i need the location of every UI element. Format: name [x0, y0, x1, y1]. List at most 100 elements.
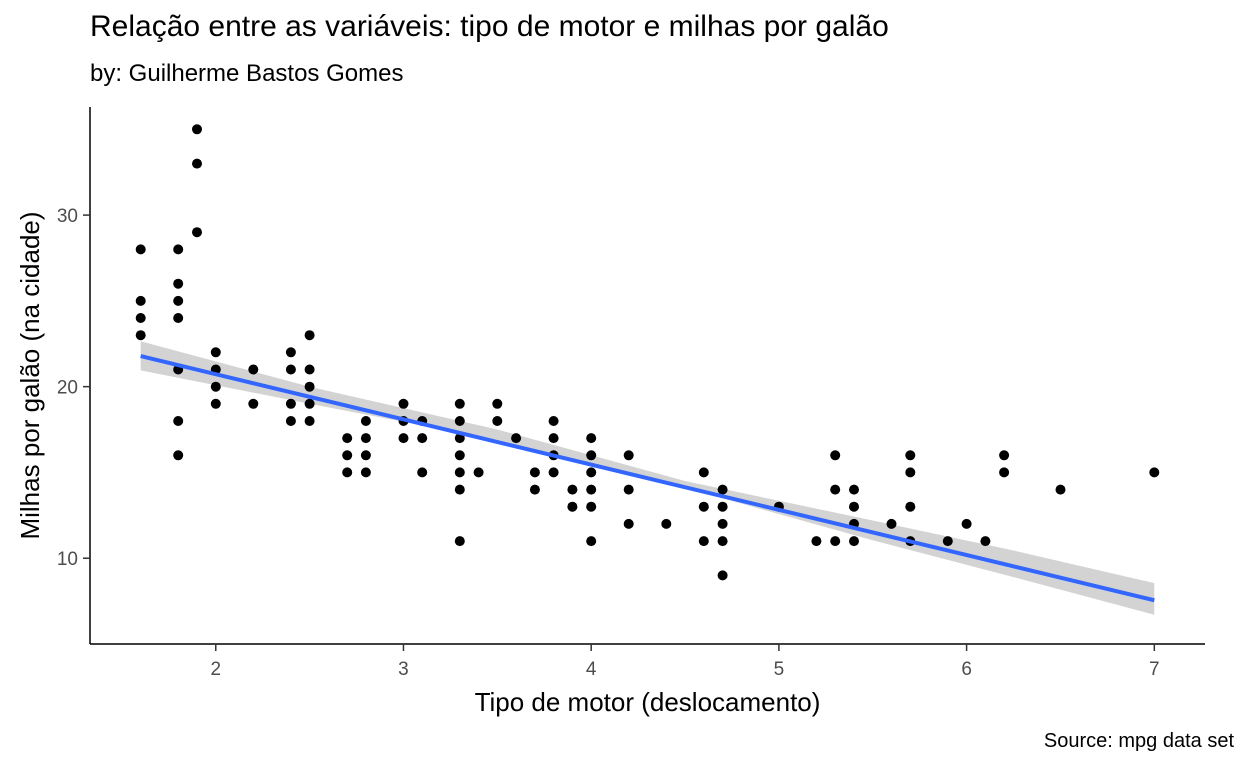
data-point [492, 416, 503, 426]
x-tick-label: 2 [210, 659, 221, 680]
data-point [717, 536, 728, 547]
data-point [454, 467, 465, 478]
data-point [285, 347, 296, 358]
data-point [849, 484, 859, 495]
data-point [398, 398, 409, 409]
data-point [548, 467, 559, 478]
data-point [511, 433, 522, 444]
chart-subtitle: by: Guilherme Bastos Gomes [90, 60, 404, 87]
data-point [135, 244, 146, 255]
data-point [548, 433, 559, 444]
data-point [1055, 484, 1066, 495]
data-point [623, 518, 634, 529]
data-point [473, 467, 484, 478]
data-point [567, 501, 578, 512]
data-point [173, 313, 184, 323]
data-point [586, 450, 597, 461]
data-point [717, 570, 728, 581]
data-point [454, 450, 465, 461]
data-point [529, 484, 540, 495]
data-point [1149, 467, 1160, 478]
data-point [248, 364, 259, 375]
data-point [586, 484, 597, 495]
data-point [698, 501, 709, 512]
data-point [192, 158, 202, 169]
data-point [586, 433, 597, 444]
data-point [342, 450, 353, 461]
data-point [623, 484, 634, 495]
data-point [210, 398, 221, 409]
y-tick-label: 20 [57, 378, 78, 399]
data-point [342, 467, 353, 478]
data-point [698, 467, 709, 478]
data-point [173, 278, 184, 289]
data-point [961, 518, 972, 529]
data-point [173, 295, 184, 306]
data-point [304, 364, 315, 375]
data-point [210, 381, 221, 392]
y-tick-label: 30 [57, 206, 78, 227]
data-point [698, 536, 709, 547]
data-point [210, 347, 221, 358]
data-point [454, 398, 465, 409]
data-point [717, 484, 728, 495]
data-point [417, 467, 428, 478]
x-tick-label: 4 [586, 659, 597, 680]
data-point [360, 467, 371, 478]
data-point [586, 536, 597, 547]
x-tick-label: 6 [961, 659, 972, 680]
data-point [830, 536, 841, 547]
data-point [285, 364, 296, 375]
data-point [830, 450, 841, 461]
chart-title: Relação entre as variáveis: tipo de moto… [90, 10, 889, 43]
data-point [811, 536, 822, 547]
data-point [342, 433, 353, 444]
data-point [173, 450, 184, 461]
data-point [548, 416, 559, 426]
data-point [492, 398, 503, 409]
data-point [623, 450, 634, 461]
data-point [454, 536, 465, 547]
data-point [529, 467, 540, 478]
data-point [586, 467, 597, 478]
data-point [980, 536, 991, 547]
data-point [135, 330, 146, 341]
data-point [905, 501, 916, 512]
x-tick-label: 3 [398, 659, 409, 680]
data-point [360, 450, 371, 461]
data-point [586, 501, 597, 512]
data-point [849, 501, 859, 512]
data-point [135, 295, 146, 306]
x-tick-label: 5 [774, 659, 785, 680]
data-point [886, 518, 897, 529]
data-point [135, 313, 146, 323]
data-point [248, 398, 259, 409]
trend-line [140, 354, 1155, 603]
data-point [360, 416, 371, 426]
data-point [417, 433, 428, 444]
data-point [398, 433, 409, 444]
data-point [285, 416, 296, 426]
data-point [905, 467, 916, 478]
data-point [567, 484, 578, 495]
data-point [661, 518, 672, 529]
data-point [304, 398, 315, 409]
data-point [942, 536, 953, 547]
data-point [173, 244, 184, 255]
data-point [173, 416, 184, 426]
data-point [360, 433, 371, 444]
data-point [454, 416, 465, 426]
y-tick-label: 10 [57, 549, 78, 570]
data-point [717, 518, 728, 529]
data-point [304, 330, 315, 341]
chart-caption: Source: mpg data set [1043, 730, 1234, 752]
x-axis-title: Tipo de motor (deslocamento) [475, 687, 821, 717]
data-point [285, 398, 296, 409]
data-point [454, 484, 465, 495]
data-point [304, 416, 315, 426]
x-tick-label: 7 [1149, 659, 1160, 680]
data-point [192, 227, 202, 238]
data-point [999, 450, 1010, 461]
